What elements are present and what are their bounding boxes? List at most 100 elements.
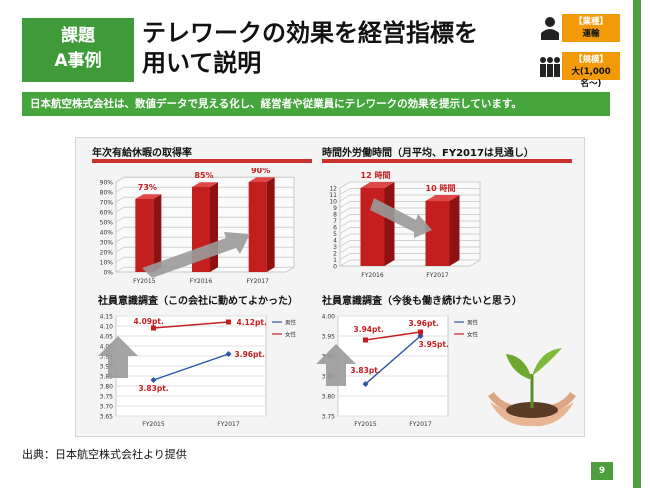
bar-top	[360, 182, 395, 188]
data-value-label: 3.83pt.	[350, 366, 380, 375]
grid-line	[115, 256, 125, 263]
legend-label: 女性	[285, 331, 297, 339]
size-tag-box: 【規模】 大(1,000名〜)	[562, 52, 620, 89]
y-tick-label: 3.80	[322, 394, 336, 401]
grid-line	[339, 181, 351, 189]
y-tick-label: 70%	[100, 200, 114, 207]
bar	[360, 188, 385, 266]
y-tick-label: 20%	[100, 250, 114, 257]
bar-value-label: 12 時間	[361, 170, 391, 180]
x-tick-label: FY2015	[354, 421, 377, 428]
data-point	[226, 319, 231, 325]
data-point	[362, 381, 369, 387]
bar-top	[248, 177, 275, 182]
x-tick-label: FY2017	[409, 421, 432, 428]
survey1-chart: 4.15 4.10 4.05 4.00 3.95 3.90 3.85 3.80 3.75 3.70…	[98, 314, 297, 428]
bar-value-label: 85%	[194, 171, 213, 180]
y-tick-label: 3.95	[322, 334, 336, 341]
bar-top	[425, 195, 460, 201]
x-tick-label: FY2016	[361, 272, 384, 279]
data-point	[363, 337, 368, 343]
people-group-icon	[540, 57, 560, 77]
bar-side	[449, 195, 460, 266]
bar-side	[153, 194, 162, 272]
data-value-label: 3.95pt.	[419, 340, 449, 349]
x-tick-label: FY2017	[217, 421, 240, 428]
trend-arrow-icon	[142, 232, 250, 278]
grid-line	[115, 246, 125, 253]
legend-label: 女性	[467, 331, 479, 339]
series-line	[365, 331, 421, 341]
y-tick-label: 80%	[100, 190, 114, 197]
y-tick-label: 8	[333, 212, 337, 219]
y-tick-label: 3.70	[100, 404, 114, 411]
data-value-label: 3.94pt.	[354, 325, 384, 334]
y-tick-label: 60%	[100, 210, 114, 217]
y-tick-label: 4	[333, 238, 337, 245]
y-tick-label: 4.00	[100, 344, 114, 351]
charts-panel: 年次有給休暇の取得率 90% 80% 70% 60% 50% 40% 30% 20% 10% 0%…	[75, 137, 585, 437]
bar-side	[210, 182, 218, 272]
grid-line	[339, 194, 351, 202]
industry-tag-value: 運輸	[582, 29, 600, 39]
title-underline-bar	[322, 159, 572, 163]
bar	[425, 201, 450, 266]
leave-rate-chart: 90% 80% 70% 60% 50% 40% 30% 20% 10% 0% 73% FY2015 85…	[100, 168, 295, 285]
size-tag: 【規模】 大(1,000名〜)	[540, 52, 620, 89]
x-tick-label: FY2017	[246, 278, 269, 285]
case-badge-line2: A事例	[54, 51, 102, 71]
summary-banner: 日本航空株式会社は、数値データで見える化し、経営者や従業員にテレワークの効果を提…	[22, 92, 610, 116]
y-tick-label: 50%	[100, 220, 114, 227]
grid-line	[339, 227, 351, 234]
case-badge: 課題 A事例	[22, 18, 134, 82]
person-icon	[541, 17, 559, 40]
plot-area	[337, 315, 449, 417]
y-tick-label: 9	[333, 205, 337, 212]
page-title: テレワークの効果を経営指標を 用いて説明	[142, 18, 492, 78]
data-point	[225, 351, 232, 357]
x-tick-label: FY2017	[426, 272, 449, 279]
bar-value-label: 10 時間	[426, 183, 456, 193]
y-tick-label: 30%	[100, 240, 114, 247]
title-underline-bar	[92, 159, 312, 163]
grid-line	[339, 201, 351, 208]
grid-line	[339, 246, 351, 254]
size-tag-value: 大(1,000名〜)	[571, 67, 611, 89]
data-value-label: 4.12pt.	[237, 318, 267, 327]
page-number: 9	[591, 462, 613, 480]
trend-arrow-icon	[98, 336, 138, 378]
x-tick-label: FY2016	[190, 278, 213, 285]
y-tick-label: 5	[333, 231, 337, 238]
grid-line	[339, 259, 351, 267]
page-title-line2: 用いて説明	[142, 49, 262, 77]
industry-tag: 【業種】 運輸	[540, 14, 620, 42]
page-title-line1: テレワークの効果を経営指標を	[142, 19, 478, 47]
y-tick-label: 0	[333, 264, 337, 271]
y-tick-label: 4.15	[100, 314, 114, 321]
legend-label: 男性	[285, 319, 297, 327]
y-tick-label: 7	[333, 218, 337, 225]
y-tick-label: 10	[329, 199, 337, 206]
grid-line	[339, 253, 351, 260]
grid-line	[339, 207, 351, 215]
bar-side	[266, 177, 275, 272]
grid-line	[339, 214, 351, 221]
chart-title-leave: 年次有給休暇の取得率	[92, 148, 192, 159]
data-value-label: 3.96pt.	[235, 350, 265, 359]
industry-tag-label: 【業種】	[573, 17, 608, 27]
series-line	[153, 353, 229, 381]
grid-line	[115, 236, 125, 243]
source-note: 出典：日本航空株式会社より提供	[22, 448, 187, 461]
bar	[248, 182, 267, 272]
y-tick-label: 40%	[100, 230, 114, 237]
grid-line	[339, 240, 351, 247]
chart-title-overtime: 時間外労働時間（月平均、FY2017は見通し）	[322, 148, 534, 159]
y-tick-label: 3.75	[100, 394, 114, 401]
survey2-chart: 4.003.953.903.853.803.75FY2015FY20173.83…	[316, 314, 479, 428]
data-point	[151, 325, 156, 331]
grid-line	[115, 196, 125, 203]
industry-tag-box: 【業種】 運輸	[562, 14, 620, 42]
y-tick-label: 90%	[100, 180, 114, 187]
y-tick-label: 3.90	[100, 364, 114, 371]
